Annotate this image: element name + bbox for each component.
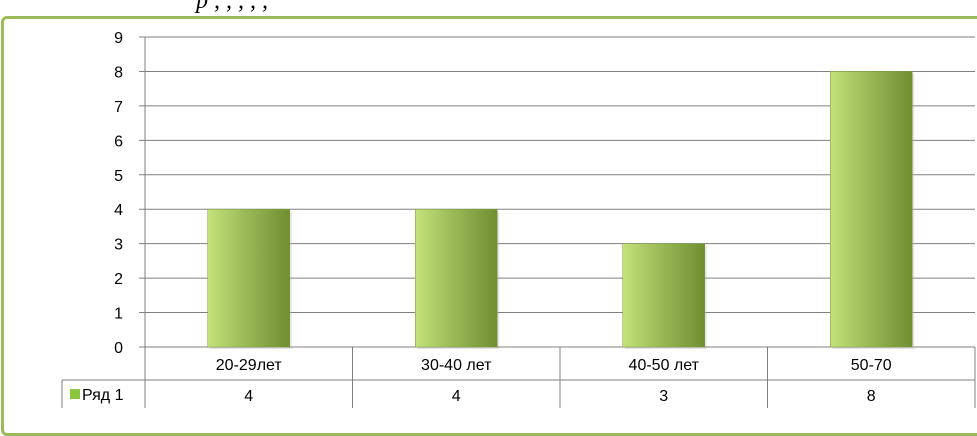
data-table-value: 8 [867, 388, 876, 405]
y-tick-label: 4 [114, 202, 123, 219]
x-category-label: 30-40 лет [421, 357, 492, 374]
caption-text: р , , , , , [196, 0, 268, 14]
y-tick-label: 9 [114, 30, 123, 47]
y-tick-label: 5 [114, 168, 123, 185]
bars [207, 71, 915, 349]
data-table-value: 3 [659, 388, 668, 405]
x-category-label: 50-70 [851, 357, 892, 374]
top-caption: р , , , , , [0, 0, 977, 18]
y-tick-label: 8 [114, 64, 123, 81]
legend-series-name: Ряд 1 [82, 387, 124, 404]
data-table: 20-29лет 30-40 лет 40-50 лет 50-70 4 4 3 8 Ряд 1 [61, 347, 976, 408]
bar [207, 208, 290, 348]
y-tick-label: 2 [114, 271, 123, 288]
y-axis-ticks: 0 1 2 3 4 5 6 7 8 9 [114, 30, 123, 357]
x-category-label: 20-29лет [216, 357, 283, 374]
bar [830, 71, 913, 348]
bar [622, 243, 705, 348]
y-tick-label: 6 [114, 133, 123, 150]
legend-key [70, 389, 80, 399]
data-table-value: 4 [244, 388, 253, 405]
y-tick-label: 3 [114, 237, 123, 254]
y-tick-label: 1 [114, 306, 123, 323]
data-table-value: 4 [452, 388, 461, 405]
y-tick-label: 7 [114, 99, 123, 116]
bar-chart: 0 1 2 3 4 5 6 7 8 9 20-29лет 30-40 лет 40-50 лет 50-… [61, 30, 976, 408]
x-category-label: 40-50 лет [629, 357, 700, 374]
bar [415, 208, 498, 348]
y-tick-label: 0 [114, 340, 123, 357]
